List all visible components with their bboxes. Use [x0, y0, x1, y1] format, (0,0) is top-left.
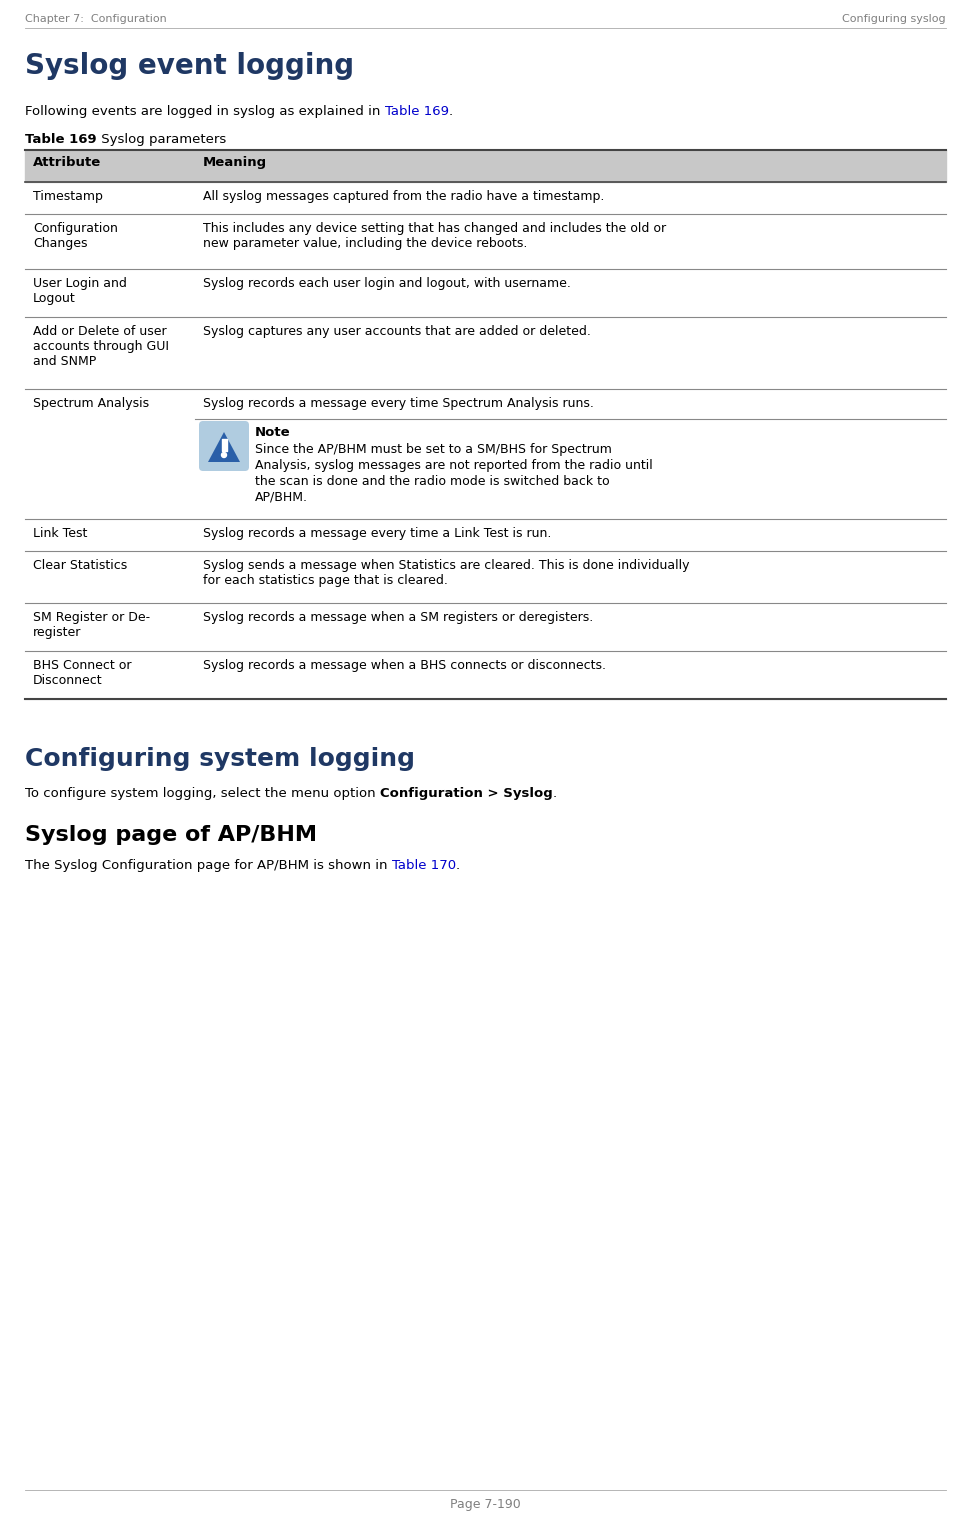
Text: Configuring system logging: Configuring system logging: [25, 746, 415, 771]
Text: Configuring syslog: Configuring syslog: [843, 14, 946, 24]
Text: All syslog messages captured from the radio have a timestamp.: All syslog messages captured from the ra…: [203, 189, 604, 203]
Text: .: .: [449, 104, 452, 118]
Text: The Syslog Configuration page for AP/BHM is shown in: The Syslog Configuration page for AP/BHM…: [25, 858, 391, 872]
Text: accounts through GUI: accounts through GUI: [33, 341, 169, 353]
Text: Since the AP/BHM must be set to a SM/BHS for Spectrum: Since the AP/BHM must be set to a SM/BHS…: [255, 444, 612, 456]
Text: Table 170: Table 170: [391, 858, 455, 872]
Text: Configuration > Syslog: Configuration > Syslog: [380, 787, 552, 799]
Text: Add or Delete of user: Add or Delete of user: [33, 326, 167, 338]
Text: for each statistics page that is cleared.: for each statistics page that is cleared…: [203, 574, 448, 587]
Text: This includes any device setting that has changed and includes the old or: This includes any device setting that ha…: [203, 223, 666, 235]
Text: Syslog parameters: Syslog parameters: [97, 133, 226, 145]
Text: Spectrum Analysis: Spectrum Analysis: [33, 397, 150, 410]
Text: AP/BHM.: AP/BHM.: [255, 491, 308, 504]
Text: Syslog sends a message when Statistics are cleared. This is done individually: Syslog sends a message when Statistics a…: [203, 559, 689, 572]
Text: Attribute: Attribute: [33, 156, 101, 170]
Text: Analysis, syslog messages are not reported from the radio until: Analysis, syslog messages are not report…: [255, 459, 653, 472]
Text: Link Test: Link Test: [33, 527, 87, 540]
Text: Meaning: Meaning: [203, 156, 267, 170]
Text: new parameter value, including the device reboots.: new parameter value, including the devic…: [203, 238, 527, 250]
Text: Syslog records a message when a BHS connects or disconnects.: Syslog records a message when a BHS conn…: [203, 659, 606, 672]
FancyBboxPatch shape: [199, 421, 249, 471]
Polygon shape: [208, 431, 240, 462]
Text: Syslog records a message when a SM registers or deregisters.: Syslog records a message when a SM regis…: [203, 612, 593, 624]
Text: Configuration: Configuration: [33, 223, 117, 235]
Text: Timestamp: Timestamp: [33, 189, 103, 203]
Text: Changes: Changes: [33, 238, 87, 250]
Text: SM Register or De-: SM Register or De-: [33, 612, 151, 624]
Text: To configure system logging, select the menu option: To configure system logging, select the …: [25, 787, 380, 799]
Text: Table 169: Table 169: [25, 133, 97, 145]
Text: the scan is done and the radio mode is switched back to: the scan is done and the radio mode is s…: [255, 475, 610, 488]
Circle shape: [221, 453, 226, 457]
Text: Syslog page of AP/BHM: Syslog page of AP/BHM: [25, 825, 317, 845]
Text: Syslog event logging: Syslog event logging: [25, 51, 354, 80]
Text: Syslog records a message every time Spectrum Analysis runs.: Syslog records a message every time Spec…: [203, 397, 594, 410]
Text: Chapter 7:  Configuration: Chapter 7: Configuration: [25, 14, 167, 24]
Text: BHS Connect or: BHS Connect or: [33, 659, 131, 672]
Text: Clear Statistics: Clear Statistics: [33, 559, 127, 572]
Text: Following events are logged in syslog as explained in: Following events are logged in syslog as…: [25, 104, 385, 118]
Text: Syslog records each user login and logout, with username.: Syslog records each user login and logou…: [203, 277, 571, 291]
Text: User Login and: User Login and: [33, 277, 127, 291]
Text: Logout: Logout: [33, 292, 76, 304]
Text: Syslog records a message every time a Link Test is run.: Syslog records a message every time a Li…: [203, 527, 552, 540]
Text: Syslog captures any user accounts that are added or deleted.: Syslog captures any user accounts that a…: [203, 326, 591, 338]
Text: Table 169: Table 169: [385, 104, 449, 118]
Text: Disconnect: Disconnect: [33, 674, 103, 687]
Text: .: .: [455, 858, 460, 872]
Text: Note: Note: [255, 425, 290, 439]
Text: register: register: [33, 625, 82, 639]
Text: and SNMP: and SNMP: [33, 354, 96, 368]
Text: .: .: [552, 787, 556, 799]
Text: Page 7-190: Page 7-190: [450, 1497, 520, 1511]
